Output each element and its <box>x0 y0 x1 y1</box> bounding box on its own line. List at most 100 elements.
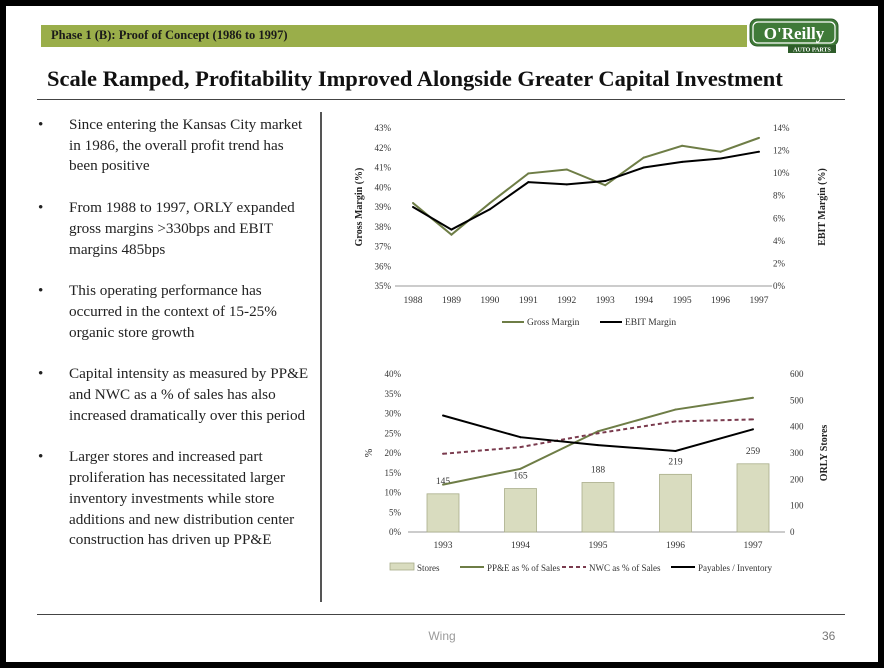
slide <box>6 6 878 662</box>
series-point <box>758 136 760 139</box>
legend-label: Gross Margin <box>527 318 580 328</box>
bullet-text: From 1988 to 1997, ORLY expanded gross m… <box>69 199 295 258</box>
y-tick-label: 40% <box>375 182 392 192</box>
phase-label: Phase 1 (B): Proof of Concept (1986 to 1… <box>51 28 288 42</box>
y2-tick-label: 14% <box>773 123 790 133</box>
series-point <box>597 432 599 435</box>
stores-bar <box>426 493 460 533</box>
series-point <box>642 156 645 159</box>
legend-swatch <box>389 562 415 571</box>
y-tick-label: 35% <box>375 281 392 291</box>
bullet-dot: • <box>38 116 44 133</box>
page-number: 36 <box>822 629 836 643</box>
x-tick-label: 1996 <box>666 541 685 551</box>
series-point <box>674 450 677 453</box>
bullet-dot: • <box>38 365 44 383</box>
series-point <box>519 467 522 470</box>
legend-label: PP&E as % of Sales <box>487 563 560 573</box>
bullet-item: • This operating performance has occurred… <box>38 281 313 343</box>
bullet-item: • Larger stores and increased part prolif… <box>38 447 313 551</box>
slide-title: Scale Ramped, Profitability Improved Alo… <box>47 66 783 91</box>
bullet-text: This operating performance has occurred … <box>69 282 277 341</box>
series-point <box>681 144 684 147</box>
y-tick-label: 36% <box>375 261 392 271</box>
bar-data-label: 165 <box>513 472 528 482</box>
series-point <box>719 157 722 160</box>
legend-label: Payables / Inventory <box>698 563 772 573</box>
series-point <box>488 202 491 205</box>
x-tick-label: 1989 <box>442 296 461 306</box>
y2-tick-label: 8% <box>773 191 786 201</box>
bullet-text: Larger stores and increased part prolife… <box>69 448 295 549</box>
series-point <box>527 181 530 184</box>
footer-divider <box>37 614 845 615</box>
capital-chart: 0% 5% 10% 15% 20% 25% 30% 35% 40% 0 100 200 300 400 50… <box>364 369 830 573</box>
x-tick-label: 1992 <box>557 296 576 306</box>
y-tick-label: 38% <box>375 222 392 232</box>
bullet-item: • Since entering the Kansas City market i… <box>38 115 313 177</box>
series-line <box>412 136 760 236</box>
y2-tick-label: 12% <box>773 146 790 156</box>
title-divider <box>37 99 845 100</box>
series-point <box>412 202 414 205</box>
series-point <box>674 408 677 411</box>
x-tick-label: 1994 <box>634 296 653 306</box>
logo-subtext: AUTO PARTS <box>793 48 831 54</box>
x-tick-label: 1993 <box>434 541 453 551</box>
y2-axis-label: ORLY Stores <box>819 425 830 482</box>
series-point <box>565 183 568 186</box>
x-tick-label: 1997 <box>750 296 769 306</box>
logo-wordmark: O'Reilly <box>764 24 825 43</box>
x-tick-label: 1988 <box>404 296 423 306</box>
y-tick-label: 40% <box>385 369 402 379</box>
y-tick-label: 30% <box>385 409 402 419</box>
series-point <box>442 483 444 486</box>
margin-chart: 35% 36% 37% 38% 39% 40% 41% 42% 43% 0% 2% 4% 6% 8% 10%… <box>354 123 828 328</box>
y-tick-label: 35% <box>385 389 402 399</box>
y-axis-label: Gross Margin (%) <box>354 168 365 247</box>
series-point <box>565 168 568 171</box>
legend-label: Stores <box>417 563 440 573</box>
y2-tick-label: 500 <box>790 395 804 405</box>
series-point <box>674 420 677 423</box>
x-tick-label: 1995 <box>673 296 692 306</box>
bar-data-label: 145 <box>436 477 451 487</box>
y2-tick-label: 0% <box>773 281 786 291</box>
bullet-dot: • <box>38 448 44 466</box>
series-point <box>450 228 453 231</box>
series-point <box>604 184 607 187</box>
footer-label: Wing <box>428 629 456 643</box>
phase-banner: Phase 1 (B): Proof of Concept (1986 to 1… <box>41 25 747 47</box>
y2-tick-label: 100 <box>790 501 804 511</box>
series-point <box>527 172 530 175</box>
y-tick-label: 41% <box>375 163 392 173</box>
y-tick-label: 10% <box>385 488 402 498</box>
y-tick-label: 37% <box>375 242 392 252</box>
y2-tick-label: 0 <box>790 527 795 537</box>
bullet-dot: • <box>38 282 44 300</box>
bar-data-label: 259 <box>746 447 761 457</box>
x-tick-label: 1996 <box>711 296 730 306</box>
y-tick-label: 5% <box>389 507 402 517</box>
column-divider <box>320 112 322 602</box>
x-tick-label: 1994 <box>511 541 530 551</box>
y2-tick-label: 200 <box>790 474 804 484</box>
series-point <box>597 430 599 433</box>
series-point <box>597 444 599 447</box>
y2-tick-label: 400 <box>790 422 804 432</box>
series-point <box>642 166 645 169</box>
y2-tick-label: 4% <box>773 236 786 246</box>
y-tick-label: 42% <box>375 143 392 153</box>
series-line <box>412 150 760 231</box>
y-tick-label: 0% <box>389 527 402 537</box>
y2-tick-label: 10% <box>773 168 790 178</box>
series-point <box>412 206 414 208</box>
bar-data-label: 219 <box>668 457 683 467</box>
series-point <box>450 233 453 236</box>
x-tick-label: 1997 <box>744 541 763 551</box>
series-point <box>442 414 444 417</box>
x-tick-label: 1990 <box>480 296 499 306</box>
y-tick-label: 20% <box>385 448 402 458</box>
y-tick-label: 43% <box>375 123 392 133</box>
series-point <box>752 418 754 421</box>
